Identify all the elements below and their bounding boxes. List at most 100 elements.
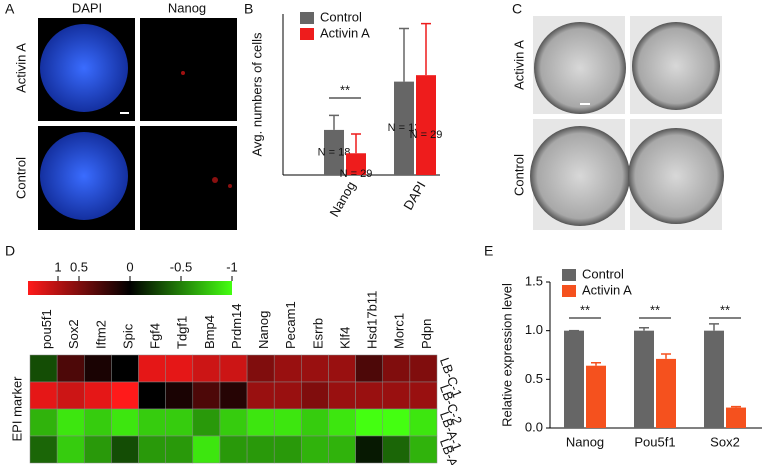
- heatmap-cell: [56, 381, 85, 410]
- heatmap-cell: [29, 354, 58, 383]
- heatmap-cell: [138, 408, 166, 437]
- x-tick-label: Nanog: [566, 434, 604, 449]
- heatmap-cell: [84, 381, 112, 410]
- x-tick-label: DAPI: [400, 179, 428, 213]
- heatmap-cell: [328, 354, 356, 383]
- heatmap-cell: [328, 435, 356, 464]
- error-bar: [661, 353, 671, 359]
- gene-label: Fgf4: [148, 323, 163, 349]
- error-bar: [399, 27, 409, 82]
- error-bar: [731, 405, 741, 408]
- gene-label: Pecam1: [283, 301, 298, 349]
- n-label: N = 29: [340, 168, 373, 180]
- significance-label: **: [720, 302, 730, 317]
- colorbar-tick-label: -0.5: [170, 259, 192, 274]
- heatmap-cell: [273, 354, 302, 383]
- colorbar-tick-label: -1: [226, 259, 238, 274]
- heatmap-cell: [192, 354, 221, 383]
- gene-label: Sox2: [66, 319, 81, 349]
- error-bar: [421, 22, 431, 76]
- legend-label: Activin A: [320, 25, 370, 40]
- heatmap-cell: [219, 381, 248, 410]
- heatmap-cell: [111, 381, 139, 410]
- y-tick-label: 0.5: [525, 371, 543, 386]
- legend-swatch: [562, 285, 576, 297]
- heatmap-cell: [382, 354, 411, 383]
- panel-label: A: [5, 1, 15, 17]
- heatmap-cell: [111, 435, 139, 464]
- heatmap-cell: [165, 381, 194, 410]
- heatmap-cell: [111, 354, 139, 383]
- heatmap-cell: [273, 435, 302, 464]
- bar: [634, 330, 654, 428]
- legend-swatch: [300, 12, 314, 24]
- legend-swatch: [300, 28, 314, 40]
- heatmap-cell: [355, 435, 383, 464]
- heatmap-cell: [246, 408, 275, 437]
- gene-label: Morc1: [392, 313, 407, 349]
- heatmap-cell: [29, 381, 58, 410]
- heatmap-cell: [355, 354, 383, 383]
- heatmap-cell: [246, 381, 275, 410]
- heatmap-cell: [29, 408, 58, 437]
- heatmap-cell: [165, 408, 194, 437]
- bar: [416, 75, 436, 175]
- colorbar-tick-label: 1: [54, 259, 61, 274]
- heatmap-cell: [246, 354, 275, 383]
- significance-label: **: [340, 82, 350, 97]
- heatmap-cell: [219, 354, 248, 383]
- bar: [346, 153, 366, 175]
- n-label: N = 18: [318, 146, 351, 158]
- heatmap-cell: [355, 408, 383, 437]
- heatmap-cell: [409, 381, 438, 410]
- heatmap-cell: [165, 435, 194, 464]
- legend-swatch: [562, 269, 576, 281]
- error-bar: [639, 326, 649, 331]
- error-bar: [709, 323, 719, 331]
- x-tick-label: Sox2: [710, 434, 740, 449]
- panel-label: B: [244, 1, 253, 17]
- gene-label: Klf4: [337, 327, 352, 349]
- column-label: Nanog: [168, 0, 206, 15]
- panel-label: E: [484, 243, 493, 259]
- n-label: N = 29: [410, 129, 443, 141]
- heatmap-cell: [56, 408, 85, 437]
- micrographs-c: [530, 16, 724, 230]
- heatmap-cell: [165, 354, 194, 383]
- y-axis-title: Avg. numbers of cells: [249, 32, 264, 157]
- significance-label: **: [650, 302, 660, 317]
- heatmap-cell: [409, 408, 438, 437]
- heatmap-cell: [301, 354, 329, 383]
- heatmap-cell: [246, 435, 275, 464]
- colorbar: [28, 281, 232, 295]
- heatmap-cell: [219, 408, 248, 437]
- y-tick-label: 1.0: [525, 322, 543, 337]
- heatmap-cell: [273, 408, 302, 437]
- heatmap-cell: [84, 408, 112, 437]
- heatmap-cell: [192, 435, 221, 464]
- legend-label: Control: [582, 266, 624, 281]
- gene-label: Spic: [120, 323, 135, 349]
- error-bar: [351, 133, 361, 154]
- heatmap-cell: [273, 381, 302, 410]
- bar: [586, 365, 606, 428]
- gene-label: Tdgf1: [175, 316, 190, 349]
- colorbar-tick-label: 0: [126, 259, 133, 274]
- heatmap-cell: [84, 435, 112, 464]
- bar: [704, 330, 724, 428]
- heatmap-cell: [56, 435, 85, 464]
- bar: [656, 358, 676, 428]
- y-axis-title: Relative expression level: [499, 283, 514, 427]
- gene-label: Hsd17b11: [365, 291, 380, 349]
- gene-label: Esrrb: [310, 318, 325, 349]
- gene-label: Prdm14: [229, 303, 244, 349]
- significance-label: **: [580, 302, 590, 317]
- y-axis-title: EPI marker: [9, 376, 24, 442]
- heatmap-cell: [328, 381, 356, 410]
- heatmap-cell: [192, 381, 221, 410]
- heatmap-cell: [382, 435, 411, 464]
- heatmap-cell: [409, 435, 438, 464]
- gene-label: Iftm2: [93, 320, 108, 349]
- colorbar-tick-label: 0.5: [70, 259, 88, 274]
